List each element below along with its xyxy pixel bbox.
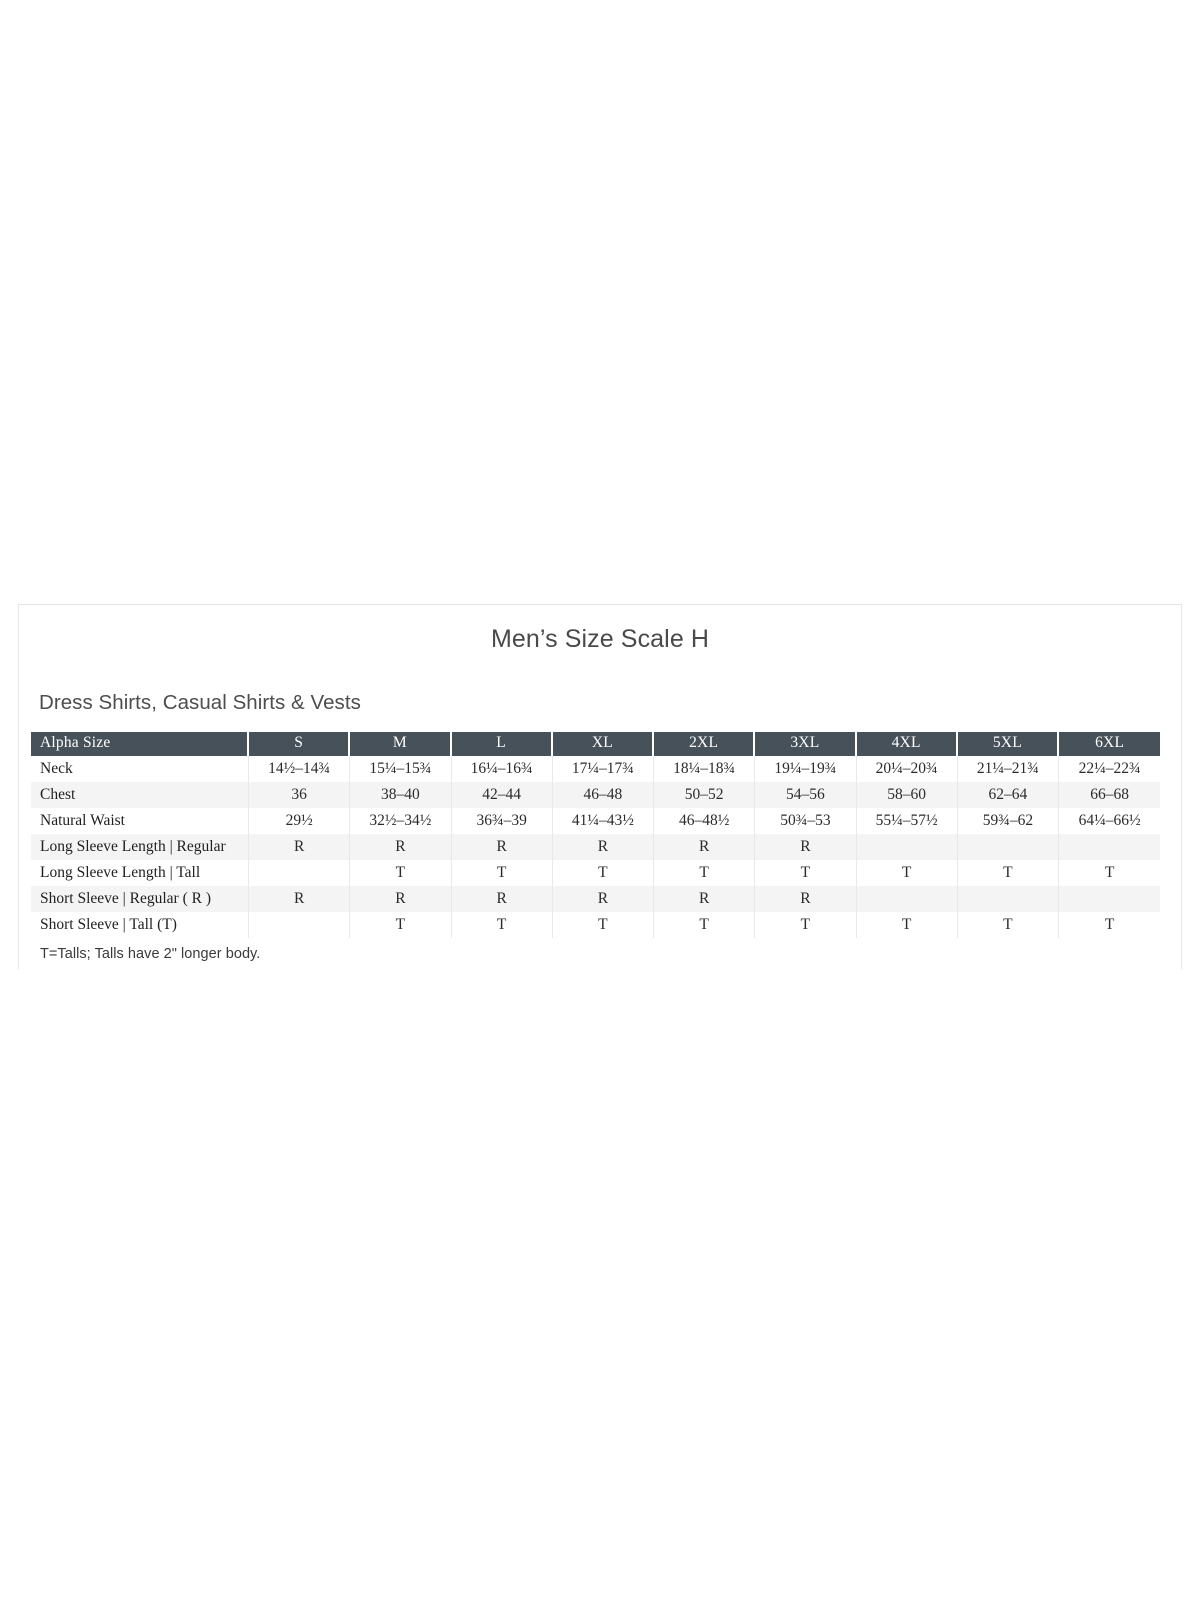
column-header-3xl: 3XL bbox=[755, 732, 857, 756]
table-cell: R bbox=[451, 886, 553, 912]
table-cell: 59¾–62 bbox=[957, 808, 1059, 834]
table-cell: 50–52 bbox=[654, 782, 756, 808]
table-row: Chest 36 38–40 42–44 46–48 50–52 54–56 58–60 62–… bbox=[31, 782, 1161, 808]
table-cell: T bbox=[451, 860, 553, 886]
table-cell: 50¾–53 bbox=[755, 808, 857, 834]
table-cell: 16¼–16¾ bbox=[451, 756, 553, 782]
table-cell: T bbox=[856, 912, 958, 938]
table-cell bbox=[957, 834, 1059, 860]
column-header-xl: XL bbox=[552, 732, 654, 756]
table-row: Neck 14½–14¾ 15¼–15¾ 16¼–16¾ 17¼–17¾ 18¼–18¾ 1… bbox=[31, 756, 1161, 782]
row-label: Natural Waist bbox=[31, 808, 249, 834]
table-cell: 22¼–22¾ bbox=[1059, 756, 1161, 782]
table-cell: R bbox=[552, 834, 654, 860]
table-row: Short Sleeve | Tall (T) T T T T T T T T bbox=[31, 912, 1161, 938]
table-cell: R bbox=[552, 886, 654, 912]
table-cell: 36¾–39 bbox=[451, 808, 553, 834]
table-cell bbox=[1059, 834, 1161, 860]
column-header-6xl: 6XL bbox=[1059, 732, 1161, 756]
table-cell: 62–64 bbox=[957, 782, 1059, 808]
row-label: Chest bbox=[31, 782, 249, 808]
table-cell: 32½–34½ bbox=[350, 808, 452, 834]
table-cell: 54–56 bbox=[755, 782, 857, 808]
table-cell bbox=[1059, 886, 1161, 912]
table-cell: R bbox=[654, 834, 756, 860]
table-cell: R bbox=[249, 834, 351, 860]
table-cell: T bbox=[350, 860, 452, 886]
table-cell: R bbox=[451, 834, 553, 860]
table-cell: T bbox=[1059, 912, 1161, 938]
table-cell: 38–40 bbox=[350, 782, 452, 808]
table-cell: 19¼–19¾ bbox=[755, 756, 857, 782]
table-cell: R bbox=[350, 886, 452, 912]
table-cell bbox=[856, 834, 958, 860]
table-cell: R bbox=[755, 886, 857, 912]
row-label: Short Sleeve | Regular ( R ) bbox=[31, 886, 249, 912]
table-row: Natural Waist 29½ 32½–34½ 36¾–39 41¼–43½ 46–4… bbox=[31, 808, 1161, 834]
table-cell: T bbox=[957, 860, 1059, 886]
size-table: Alpha Size S M L XL 2XL 3XL 4XL 5XL 6XL Neck 14½–1… bbox=[31, 732, 1161, 938]
table-cell: T bbox=[350, 912, 452, 938]
table-cell: 21¼–21¾ bbox=[957, 756, 1059, 782]
table-cell: 14½–14¾ bbox=[249, 756, 351, 782]
table-cell: R bbox=[350, 834, 452, 860]
table-cell: 17¼–17¾ bbox=[552, 756, 654, 782]
row-label: Long Sleeve Length | Tall bbox=[31, 860, 249, 886]
table-cell: 36 bbox=[249, 782, 351, 808]
size-table-container: Alpha Size S M L XL 2XL 3XL 4XL 5XL 6XL Neck 14½–1… bbox=[31, 732, 1161, 938]
page-title: Men’s Size Scale H bbox=[490, 625, 710, 653]
table-row: Long Sleeve Length | Tall T T T T T T T T bbox=[31, 860, 1161, 886]
row-label: Neck bbox=[31, 756, 249, 782]
table-cell: 20¼–20¾ bbox=[856, 756, 958, 782]
table-cell: T bbox=[957, 912, 1059, 938]
section-heading: Dress Shirts, Casual Shirts & Vests bbox=[39, 691, 361, 714]
table-cell bbox=[957, 886, 1059, 912]
table-cell: T bbox=[856, 860, 958, 886]
table-cell: 18¼–18¾ bbox=[654, 756, 756, 782]
column-header-xxl: 2XL bbox=[654, 732, 756, 756]
table-cell: 15¼–15¾ bbox=[350, 756, 452, 782]
table-row: Short Sleeve | Regular ( R ) R R R R R R bbox=[31, 886, 1161, 912]
table-cell: 64¼–66½ bbox=[1059, 808, 1161, 834]
table-cell: T bbox=[654, 912, 756, 938]
row-label: Long Sleeve Length | Regular bbox=[31, 834, 249, 860]
table-cell bbox=[249, 912, 351, 938]
row-label: Short Sleeve | Tall (T) bbox=[31, 912, 249, 938]
column-header-5xl: 5XL bbox=[957, 732, 1059, 756]
table-cell: T bbox=[1059, 860, 1161, 886]
table-cell bbox=[249, 860, 351, 886]
column-header-label: Alpha Size bbox=[31, 732, 249, 756]
table-cell: T bbox=[552, 912, 654, 938]
table-cell: 42–44 bbox=[451, 782, 553, 808]
table-footnote: T=Talls; Talls have 2" longer body. bbox=[40, 946, 261, 962]
table-cell: R bbox=[755, 834, 857, 860]
column-header-l: L bbox=[451, 732, 553, 756]
table-cell: T bbox=[451, 912, 553, 938]
table-cell: 58–60 bbox=[856, 782, 958, 808]
size-table-head: Alpha Size S M L XL 2XL 3XL 4XL 5XL 6XL bbox=[31, 732, 1161, 756]
table-cell bbox=[856, 886, 958, 912]
table-cell: 55¼–57½ bbox=[856, 808, 958, 834]
table-cell: 29½ bbox=[249, 808, 351, 834]
table-cell: 41¼–43½ bbox=[552, 808, 654, 834]
table-cell: T bbox=[755, 912, 857, 938]
table-cell: T bbox=[654, 860, 756, 886]
column-header-m: M bbox=[350, 732, 452, 756]
size-table-body: Neck 14½–14¾ 15¼–15¾ 16¼–16¾ 17¼–17¾ 18¼–18¾ 1… bbox=[31, 756, 1161, 938]
table-cell: 46–48 bbox=[552, 782, 654, 808]
column-header-4xl: 4XL bbox=[856, 732, 958, 756]
table-cell: T bbox=[552, 860, 654, 886]
table-cell: 46–48½ bbox=[654, 808, 756, 834]
table-row: Long Sleeve Length | Regular R R R R R R bbox=[31, 834, 1161, 860]
table-cell: R bbox=[654, 886, 756, 912]
size-chart-card: Men’s Size Scale H Dress Shirts, Casual … bbox=[18, 604, 1182, 969]
table-cell: 66–68 bbox=[1059, 782, 1161, 808]
table-header-row: Alpha Size S M L XL 2XL 3XL 4XL 5XL 6XL bbox=[31, 732, 1161, 756]
column-header-s: S bbox=[249, 732, 351, 756]
table-cell: T bbox=[755, 860, 857, 886]
table-cell: R bbox=[249, 886, 351, 912]
